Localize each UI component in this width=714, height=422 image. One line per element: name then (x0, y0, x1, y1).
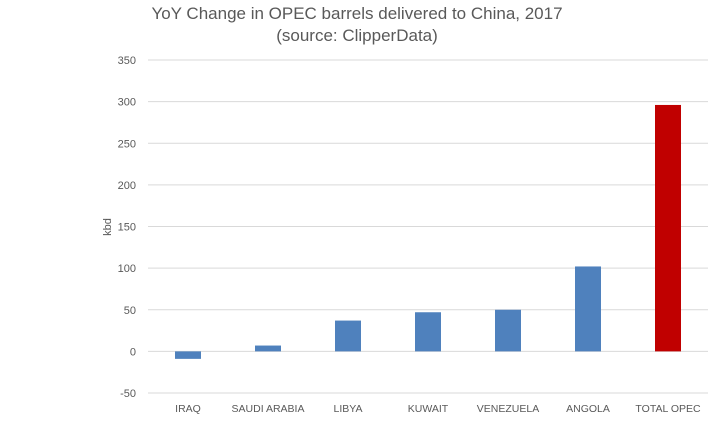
chart-title: YoY Change in OPEC barrels delivered to … (151, 4, 562, 23)
category-label: SAUDI ARABIA (232, 403, 305, 415)
category-label: TOTAL OPEC (635, 403, 701, 415)
bar (575, 266, 601, 352)
bar (495, 309, 521, 352)
y-tick-label: 50 (124, 305, 136, 317)
y-tick-label: 100 (118, 263, 136, 275)
category-label: LIBYA (334, 403, 363, 415)
y-tick-label: 150 (118, 222, 136, 234)
y-tick-labels: -50 0 50 100 150 200 250 300 350 (118, 55, 136, 400)
y-tick-label: -50 (120, 388, 136, 400)
y-tick-label: 350 (118, 55, 136, 67)
bar (655, 104, 681, 352)
bar (415, 312, 441, 352)
y-tick-label: 0 (130, 346, 136, 358)
category-label: IRAQ (175, 403, 201, 415)
y-tick-label: 200 (118, 180, 136, 192)
category-label: ANGOLA (566, 403, 610, 415)
bar (175, 351, 201, 359)
category-label: VENEZUELA (477, 403, 539, 415)
chart-subtitle: (source: ClipperData) (276, 26, 438, 45)
y-tick-label: 300 (118, 97, 136, 109)
gridlines (148, 59, 708, 394)
bar (335, 320, 361, 352)
category-labels: IRAQ SAUDI ARABIA LIBYA KUWAIT VENEZUELA ANGO… (175, 403, 701, 415)
bars (175, 104, 681, 359)
bar (255, 345, 281, 352)
y-tick-label: 250 (118, 138, 136, 150)
category-label: KUWAIT (408, 403, 449, 415)
y-axis-label: kbd (102, 218, 114, 236)
